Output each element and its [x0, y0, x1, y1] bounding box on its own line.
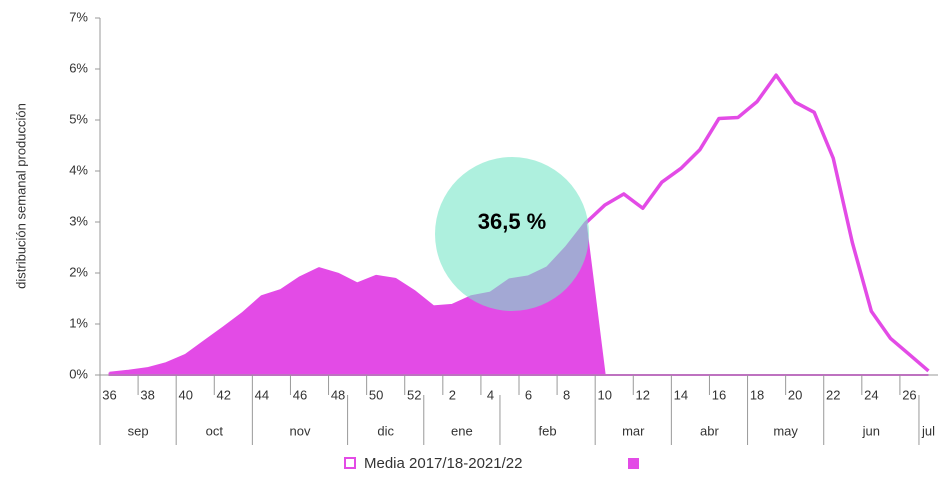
month-label: nov: [289, 423, 310, 438]
x-tick-label: 40: [178, 387, 192, 402]
y-tick-label: 7%: [69, 9, 88, 24]
x-tick-label: 10: [597, 387, 611, 402]
y-tick-label: 6%: [69, 60, 88, 75]
month-label: may: [773, 423, 798, 438]
y-tick-label: 1%: [69, 315, 88, 330]
month-label: jun: [862, 423, 880, 438]
x-tick-label: 24: [864, 387, 878, 402]
y-axis-label: distribución semanal producción: [13, 103, 28, 289]
x-tick-label: 22: [826, 387, 840, 402]
y-tick-label: 0%: [69, 366, 88, 381]
month-label: feb: [539, 423, 557, 438]
legend-swatch: [628, 458, 639, 469]
x-tick-label: 2: [449, 387, 456, 402]
legend-label: Media 2017/18-2021/22: [364, 455, 522, 472]
x-tick-label: 46: [293, 387, 307, 402]
x-tick-label: 38: [140, 387, 154, 402]
highlight-circle: [435, 157, 589, 311]
y-tick-label: 2%: [69, 264, 88, 279]
x-tick-label: 8: [563, 387, 570, 402]
month-label: sep: [128, 423, 149, 438]
x-tick-label: 44: [255, 387, 269, 402]
x-tick-label: 48: [331, 387, 345, 402]
month-label: mar: [622, 423, 645, 438]
y-tick-label: 4%: [69, 162, 88, 177]
x-tick-label: 14: [674, 387, 688, 402]
x-tick-label: 52: [407, 387, 421, 402]
month-label: jul: [921, 423, 935, 438]
x-tick-label: 20: [788, 387, 802, 402]
y-tick-label: 3%: [69, 213, 88, 228]
x-tick-label: 6: [525, 387, 532, 402]
x-tick-label: 4: [487, 387, 494, 402]
month-label: ene: [451, 423, 473, 438]
x-tick-label: 26: [902, 387, 916, 402]
month-label: dic: [377, 423, 394, 438]
month-label: oct: [206, 423, 224, 438]
x-tick-label: 18: [750, 387, 764, 402]
annotation: 36,5 %: [477, 209, 547, 234]
x-tick-label: 12: [636, 387, 650, 402]
legend-swatch: [344, 457, 356, 469]
y-tick-label: 5%: [69, 111, 88, 126]
x-tick-label: 42: [217, 387, 231, 402]
x-tick-label: 36: [102, 387, 116, 402]
month-label: abr: [700, 423, 719, 438]
x-tick-label: 50: [369, 387, 383, 402]
x-tick-label: 16: [712, 387, 726, 402]
